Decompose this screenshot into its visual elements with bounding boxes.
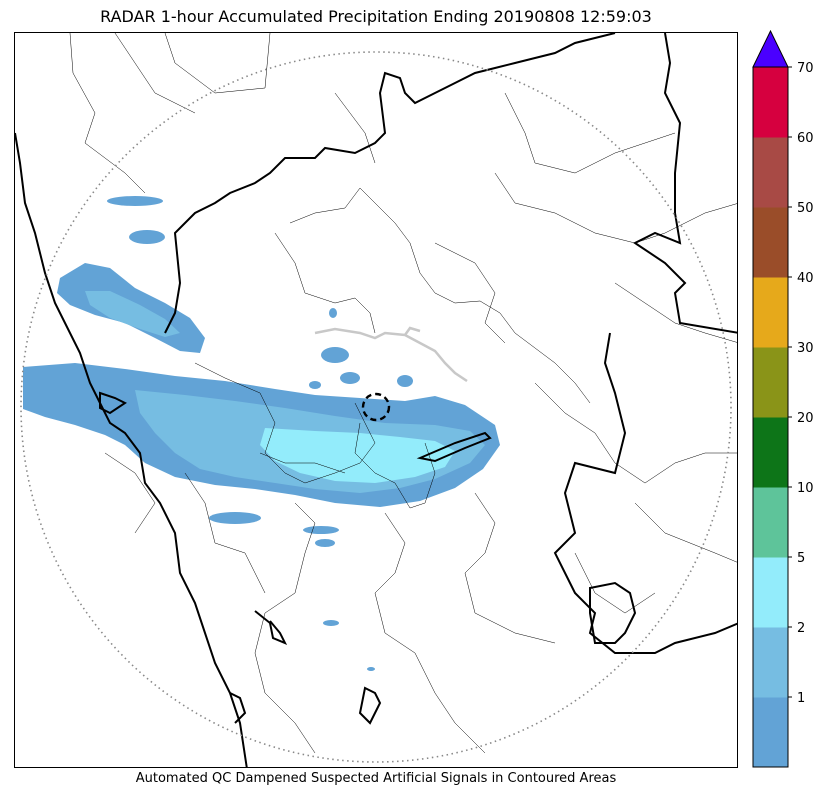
echo-cell-5 bbox=[315, 539, 335, 547]
colorbar: 1 2 5 10 20 30 40 50 60 70 bbox=[752, 29, 825, 770]
echo-cell-9 bbox=[340, 372, 360, 384]
state-borders bbox=[15, 33, 737, 767]
colorbar-extend-arrow bbox=[752, 29, 789, 68]
colorbar-canvas: 1 2 5 10 20 30 40 50 60 70 bbox=[752, 29, 814, 768]
colorbar-bin-2-5 bbox=[753, 557, 788, 628]
colorbar-bin-60-70 bbox=[753, 67, 788, 138]
echo-cell-8 bbox=[321, 347, 349, 363]
map-title: RADAR 1-hour Accumulated Precipitation E… bbox=[100, 7, 652, 26]
colorbar-tick-label: 70 bbox=[797, 61, 814, 76]
precipitation-echoes bbox=[23, 196, 500, 671]
radar-site-marker bbox=[361, 392, 391, 422]
echo-cell-3 bbox=[209, 512, 261, 524]
colorbar-bin-0-1 bbox=[753, 697, 788, 768]
colorbar-tick-label: 2 bbox=[797, 621, 805, 636]
colorbar-bin-30-40 bbox=[753, 277, 788, 348]
colorbar-bin-20-30 bbox=[753, 347, 788, 418]
colorbar-tick-label: 20 bbox=[797, 411, 814, 426]
colorbar-bin-50-60 bbox=[753, 137, 788, 208]
radar-map-canvas bbox=[15, 33, 737, 767]
colorbar-bin-40-50 bbox=[753, 207, 788, 278]
district-boundaries bbox=[69, 33, 737, 754]
colorbar-tick-label: 40 bbox=[797, 271, 814, 286]
echo-cell-2 bbox=[129, 230, 165, 244]
colorbar-tick-label: 50 bbox=[797, 201, 814, 216]
echo-cell-4 bbox=[303, 526, 339, 534]
colorbar-bin-1-2 bbox=[753, 627, 788, 698]
echo-cell-10 bbox=[397, 375, 413, 387]
colorbar-bin-10-20 bbox=[753, 417, 788, 488]
colorbar-bin-5-10 bbox=[753, 487, 788, 558]
colorbar-tick-label: 60 bbox=[797, 131, 814, 146]
colorbar-tick-label: 30 bbox=[797, 341, 814, 356]
echo-cell-1 bbox=[107, 196, 163, 206]
colorbar-tick-label: 5 bbox=[797, 551, 805, 566]
radar-map[interactable] bbox=[14, 32, 738, 768]
map-caption: Automated QC Dampened Suspected Artifici… bbox=[135, 771, 617, 786]
echo-cell-6 bbox=[323, 620, 339, 626]
echo-nw-band-medium bbox=[85, 291, 180, 337]
echo-cell-12 bbox=[329, 308, 337, 318]
radar-range-ring bbox=[20, 51, 732, 763]
qc-contour bbox=[314, 326, 468, 383]
colorbar-tick-label: 10 bbox=[797, 481, 814, 496]
colorbar-tick-label: 1 bbox=[797, 691, 805, 706]
echo-cell-7 bbox=[367, 667, 375, 671]
echo-cell-11 bbox=[309, 381, 321, 389]
